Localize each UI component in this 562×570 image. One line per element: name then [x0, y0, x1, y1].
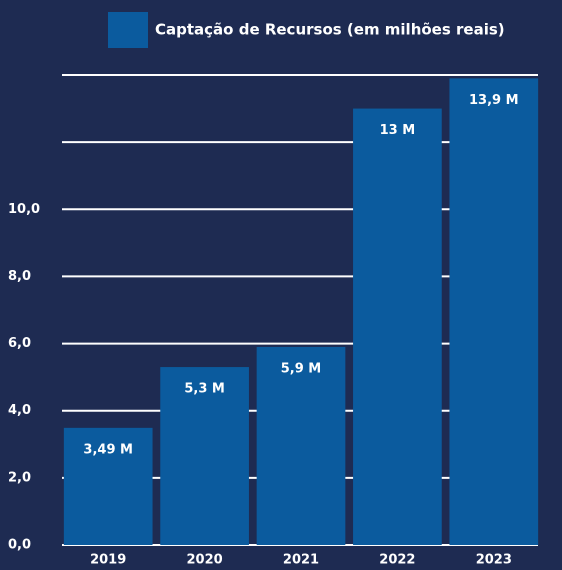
y-tick-label: 0,0: [8, 538, 31, 553]
bar: [353, 108, 442, 546]
x-tick-label: 2023: [476, 553, 512, 568]
bar: [63, 427, 153, 545]
legend-label: Captação de Recursos (em milhões reais): [155, 21, 505, 39]
bar: [256, 346, 346, 545]
legend-swatch: [108, 12, 148, 48]
value-label: 5,9 M: [281, 361, 322, 376]
value-label: 13,9 M: [469, 93, 519, 108]
y-tick-label: 6,0: [8, 336, 31, 351]
y-tick-label: 2,0: [8, 470, 31, 485]
bar: [160, 367, 249, 545]
y-tick-label: 10,0: [8, 202, 40, 217]
x-tick-label: 2020: [187, 553, 223, 568]
value-label: 3,49 M: [83, 442, 133, 457]
value-label: 13 M: [380, 123, 416, 138]
bar: [449, 78, 539, 545]
y-tick-label: 4,0: [8, 403, 31, 418]
x-tick-label: 2019: [90, 553, 126, 568]
x-tick-label: 2021: [283, 553, 319, 568]
y-tick-label: 8,0: [8, 269, 31, 284]
value-label: 5,3 M: [184, 382, 225, 397]
x-tick-label: 2022: [379, 553, 415, 568]
